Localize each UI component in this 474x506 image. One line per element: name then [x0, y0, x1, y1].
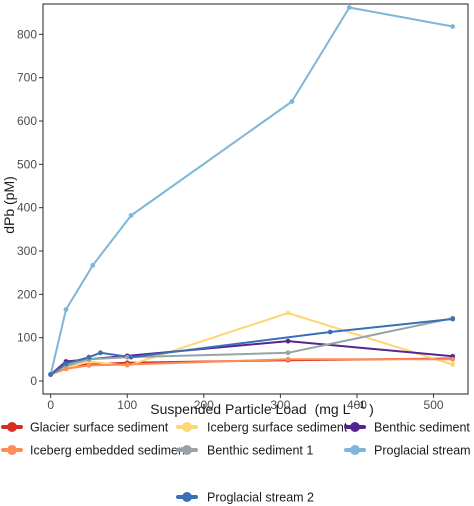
data-point — [346, 5, 352, 10]
y-tick-label: 0 — [30, 374, 37, 388]
x-tick-label: 400 — [347, 398, 367, 412]
y-tick-label: 100 — [17, 331, 37, 345]
y-tick-label: 300 — [17, 244, 37, 258]
data-point — [327, 329, 333, 335]
data-point — [86, 363, 92, 368]
series-points — [48, 5, 456, 377]
y-tick-label: 800 — [17, 27, 37, 41]
data-point — [285, 350, 291, 356]
legend-label: Benthic sediment 1 — [207, 444, 313, 458]
legend-swatch-dot — [182, 422, 192, 432]
series-line-4 — [50, 317, 453, 376]
x-axis-title-exponent: −1 — [354, 400, 366, 411]
data-point — [450, 362, 456, 367]
data-point — [450, 356, 456, 362]
x-tick-label: 0 — [47, 398, 54, 412]
x-tick-label: 300 — [270, 398, 290, 412]
x-tick-label: 500 — [424, 398, 444, 412]
x-axis-title-close: ) — [369, 401, 374, 417]
data-point — [285, 310, 291, 316]
legend-swatch-dot — [182, 445, 192, 455]
data-point — [98, 350, 103, 356]
data-point — [63, 361, 69, 367]
data-point — [90, 262, 96, 268]
y-tick-label: 700 — [17, 71, 37, 85]
legend-swatch-dot — [7, 422, 17, 432]
data-point — [289, 99, 295, 104]
x-tick-label: 100 — [117, 398, 137, 412]
legend-swatch-dot — [350, 445, 360, 455]
data-point — [285, 356, 291, 362]
data-point — [128, 213, 134, 218]
legend-label: Iceberg surface sediment — [207, 421, 348, 435]
data-point — [450, 24, 456, 29]
y-tick-label: 400 — [17, 201, 37, 215]
legend-swatch-dot — [7, 445, 17, 455]
series-line-3 — [50, 358, 453, 376]
data-point — [450, 316, 456, 322]
data-point — [285, 338, 291, 344]
legend-label: Proglacial stream 2 — [207, 491, 314, 505]
data-point — [63, 307, 69, 312]
data-point — [124, 362, 130, 367]
legend-label: Iceberg embedded sediment — [30, 444, 189, 458]
x-axis-ticks: 0 100 200 300 400 500 — [47, 394, 444, 412]
plot-panel — [42, 3, 469, 395]
y-axis-title: dPb (pM) — [1, 176, 17, 234]
x-axis-title: Suspended Particle Load (mg L −1 ) — [150, 395, 373, 417]
legend-label: Proglacial stream 1 — [374, 444, 474, 458]
y-tick-label: 600 — [17, 114, 37, 128]
data-point — [48, 372, 54, 377]
x-axis-title-main: Suspended Particle Load — [150, 401, 306, 417]
x-axis-title-units: (mg L — [315, 401, 351, 417]
legend-swatch-dot — [350, 422, 360, 432]
legend-label: Glacier surface sediment — [30, 421, 169, 435]
legend-label: Benthic sediment 2 — [374, 421, 474, 435]
legend: Glacier surface sediment Iceberg surface … — [1, 421, 474, 505]
data-point — [124, 354, 130, 360]
data-point — [128, 354, 134, 360]
y-tick-label: 500 — [17, 157, 37, 171]
y-tick-label: 200 — [17, 287, 37, 301]
x-tick-label: 200 — [194, 398, 214, 412]
y-axis-ticks: 0 100 200 300 400 500 600 700 800 — [17, 27, 43, 388]
data-point — [86, 354, 92, 360]
legend-swatch-dot — [182, 492, 192, 502]
